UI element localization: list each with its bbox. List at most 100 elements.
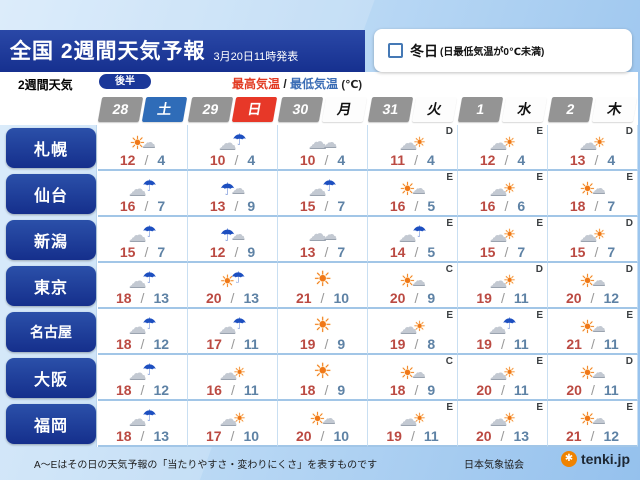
cloud-glyph: ☁	[591, 272, 606, 288]
low-temp: 9	[337, 336, 346, 352]
cloud-umbrella-icon: ☁ ☂	[188, 311, 277, 337]
temp-slash: /	[140, 336, 145, 352]
forecast-cell: ☁ ☂ 16/7	[98, 171, 188, 217]
cloud-umbrella-icon: ☁ ☂	[98, 403, 187, 429]
temperature-values: 20 / 13	[188, 290, 277, 306]
cloud-umbrella-icon: ☁ ☂	[98, 357, 187, 383]
umbrella-glyph: ☂	[219, 180, 236, 199]
temperature-values: 11 / 4	[368, 152, 457, 168]
cloud-glyph: ☁	[308, 179, 327, 199]
reliability-grade: E	[536, 356, 543, 367]
reliability-grade: C	[445, 264, 453, 275]
temperature-values: 19 / 11	[368, 428, 457, 444]
reliability-grade: E	[626, 310, 633, 321]
high-temp: 15	[569, 244, 586, 260]
temp-slash: /	[324, 152, 329, 168]
sun-glyph: ☀	[503, 226, 516, 242]
high-temp: 19	[389, 336, 406, 352]
city-label[interactable]: 東京	[6, 266, 96, 306]
winter-day-swatch-icon	[388, 43, 403, 58]
cloud-glyph: ☁	[399, 317, 418, 337]
forecast-cell: ☀ ☁ 20/10	[278, 401, 368, 447]
forecast-cell: E ☁ ☀ 20/13	[458, 401, 548, 447]
low-temp: 7	[337, 244, 346, 260]
temp-slash: /	[230, 382, 235, 398]
high-temp: 15	[119, 244, 136, 260]
temp-slash: /	[230, 336, 235, 352]
city-label[interactable]: 仙台	[6, 174, 96, 214]
reliability-grade: E	[536, 172, 543, 183]
tenki-pinwheel-icon: ✱	[560, 451, 577, 467]
sun-glyph: ☀	[413, 410, 426, 426]
cloud-sun-icon: ☁ ☀	[548, 127, 637, 152]
temperature-values: 20 / 10	[278, 428, 367, 444]
temperature-values: 19 / 8	[368, 336, 457, 352]
high-temp: 18	[115, 382, 132, 398]
day-date-tab: 2	[547, 97, 594, 122]
forecast-cell: E ☀ ☁ 21/11	[548, 309, 638, 355]
second-half-tab[interactable]: 後半	[99, 74, 151, 89]
sun-cloud-icon: ☀ ☁	[548, 357, 637, 382]
high-temp: 20	[205, 290, 222, 306]
cloud-glyph: ☁	[489, 271, 508, 291]
temp-slash: /	[414, 244, 419, 260]
city-label[interactable]: 福岡	[6, 404, 96, 444]
city-label[interactable]: 大阪	[6, 358, 96, 398]
low-temp: 12	[603, 290, 620, 306]
cloud-glyph: ☁	[591, 180, 606, 196]
day-of-week-tab: 木	[591, 97, 638, 122]
temp-slash: /	[414, 152, 418, 168]
high-temp: 18	[115, 290, 132, 306]
forecast-cell: ☂ ☁ 13/9	[188, 171, 278, 217]
cloud-sun-icon: ☁ ☀	[458, 265, 547, 290]
sun-cloud-icon: ☀ ☁	[548, 311, 637, 336]
temp-slash: /	[594, 198, 599, 214]
temperature-values: 17 / 11	[188, 336, 277, 352]
sun-cloud-icon: ☀ ☁	[368, 265, 457, 290]
cloud-glyph: ☁	[218, 317, 237, 337]
low-temp: 7	[607, 244, 616, 260]
temp-slash: /	[234, 198, 239, 214]
cloud-glyph: ☁	[218, 133, 237, 153]
temperature-values: 18 / 12	[98, 382, 187, 398]
low-temp: 10	[243, 428, 260, 444]
forecast-cell: ☀ 19 / 9	[278, 309, 368, 355]
umbrella-glyph: ☂	[412, 224, 427, 241]
day-of-week-tab: 土	[141, 97, 188, 122]
tenki-jp-logo[interactable]: ✱ tenki.jp	[560, 451, 630, 467]
high-temp: 13	[569, 152, 586, 168]
temp-slash: /	[140, 428, 145, 444]
sun-glyph: ☀	[503, 410, 516, 426]
high-temp: 12	[209, 244, 226, 260]
city-label[interactable]: 札幌	[6, 128, 96, 168]
forecast-cell: D ☁ ☀ 11/4	[368, 125, 458, 171]
sun-glyph: ☀	[399, 363, 416, 383]
low-temp: 9	[247, 244, 256, 260]
cloud-umbrella-icon: ☁ ☂	[458, 311, 547, 337]
temperature-values: 19 / 11	[458, 336, 547, 352]
high-temp: 20	[566, 382, 582, 398]
page-title: 全国 2週間天気予報	[10, 40, 206, 63]
low-temp: 13	[243, 290, 260, 306]
temp-slash: /	[500, 336, 505, 352]
temp-slash: /	[320, 428, 325, 444]
high-temp: 13	[209, 198, 226, 214]
cloud-sun-icon: ☁ ☀	[458, 357, 547, 382]
cloud-glyph: ☁	[219, 363, 238, 383]
umbrella-glyph: ☂	[142, 224, 157, 241]
low-temp: 7	[517, 244, 526, 260]
city-label[interactable]: 新潟	[6, 220, 96, 260]
low-temp: 11	[603, 382, 619, 398]
day-date-tab: 1	[457, 97, 504, 122]
umbrella-cloud-icon: ☂ ☁	[188, 219, 277, 244]
sun-glyph: ☀	[399, 271, 416, 291]
low-temp: 5	[427, 244, 436, 260]
temp-slash: /	[324, 198, 329, 214]
low-temp: 11	[603, 336, 619, 352]
high-temp: 19	[299, 336, 316, 352]
day-of-week-tab: 水	[501, 97, 548, 122]
temperature-values: 16 / 7	[98, 198, 187, 214]
city-label[interactable]: 名古屋	[6, 312, 96, 352]
temp-slash: /	[410, 428, 415, 444]
